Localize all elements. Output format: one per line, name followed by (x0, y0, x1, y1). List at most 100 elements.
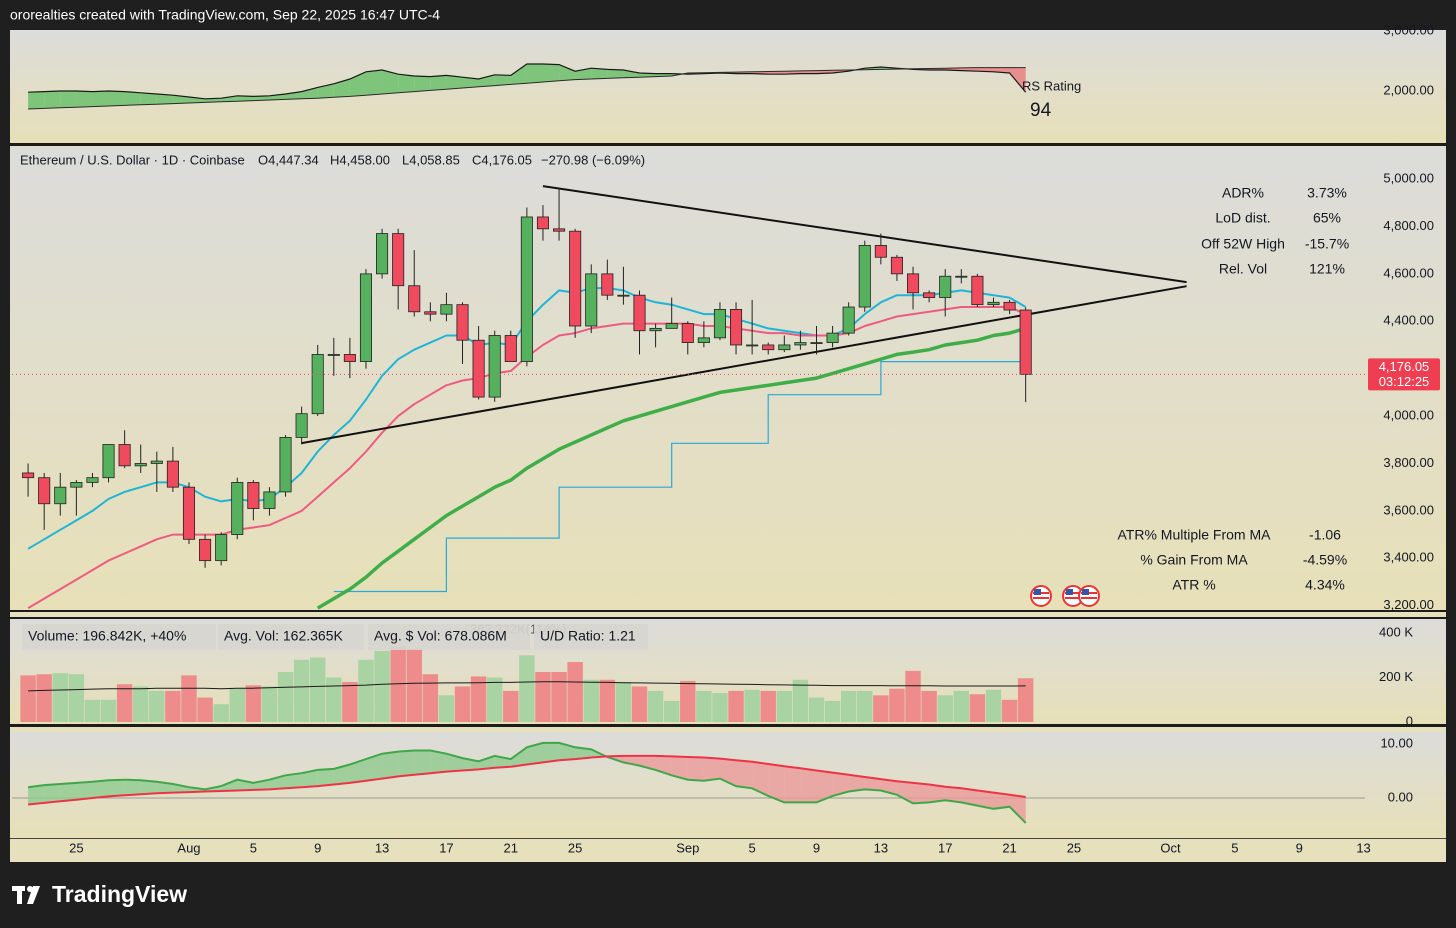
oscillator-fill (913, 782, 930, 804)
candle-body (102, 444, 115, 479)
volume-bar (953, 690, 970, 722)
volume-bar (647, 690, 664, 722)
candle-body (424, 311, 437, 315)
candle-body (22, 472, 35, 479)
x-tick-label: 17 (938, 840, 952, 855)
change-label: −270.98 (−6.09%) (541, 152, 645, 167)
volume-bar (1017, 678, 1034, 722)
oscillator-line (27, 741, 1027, 824)
area-fill (140, 92, 157, 105)
area-fill (237, 95, 254, 102)
candle-body (762, 344, 775, 351)
area-fill (494, 74, 511, 86)
candle-body (520, 216, 533, 362)
candle-body (199, 538, 212, 562)
stat-label: ATR % (1172, 577, 1215, 593)
oscillator-fill (687, 757, 704, 781)
volume-bar (309, 657, 326, 722)
candle-body (118, 444, 131, 467)
legend-text: U/D Ratio: 1.21 (540, 628, 636, 644)
y-tick-label: 4,600.00 (1383, 265, 1434, 280)
area-fill (349, 71, 366, 97)
oscillator-fill (124, 779, 141, 796)
volume-bar (229, 688, 245, 722)
price-pane (10, 147, 1446, 610)
candle-body (215, 534, 228, 562)
volume-bar (824, 700, 841, 722)
candle-body (70, 482, 83, 488)
stat-value: -1.06 (1309, 527, 1341, 543)
candle-body (263, 491, 276, 509)
x-tick-label: 9 (314, 840, 321, 855)
candle-body (569, 230, 582, 327)
volume-bar (261, 686, 278, 722)
volume-bar (293, 659, 310, 722)
area-fill (462, 77, 479, 88)
volume-bar (165, 690, 181, 722)
area-fill (510, 64, 527, 85)
x-tick-label: 5 (749, 840, 756, 855)
candle-body (939, 275, 952, 298)
volume-bar (905, 670, 921, 722)
pane-separator (10, 838, 1446, 839)
area-fill (623, 70, 640, 78)
y-tick-label: 3,600.00 (1383, 502, 1434, 517)
moving-average (316, 326, 1027, 610)
y-tick-label: 3,400.00 (1383, 550, 1434, 565)
volume-bar (438, 695, 455, 722)
area-fill (221, 95, 238, 102)
candle-body (86, 477, 99, 483)
candle-body (166, 460, 179, 488)
volume-bar (744, 689, 760, 722)
x-tick-label: 25 (69, 840, 83, 855)
oscillator-fill (543, 742, 560, 763)
trendline (542, 185, 1187, 284)
oscillator-fill (76, 781, 93, 800)
candle-body (665, 323, 678, 329)
y-tick-label: 4,400.00 (1383, 313, 1434, 328)
volume-bar (728, 690, 744, 722)
candle-body (858, 245, 871, 308)
plot-area (12, 63, 1365, 824)
candle-body (842, 306, 855, 334)
volume-bar (422, 674, 439, 722)
legend-text: Avg. $ Vol: 678.086M (374, 628, 507, 644)
volume-bar (20, 675, 36, 722)
stat-value: -15.7% (1305, 236, 1349, 252)
overlay: 2,000.00 3,000.00 3,200.00 3,400.00 3,600.00… (20, 22, 1440, 855)
oscillator-fill (929, 784, 946, 803)
candle-body (987, 301, 1000, 306)
oscillator-fill (752, 761, 769, 796)
volume-bar (840, 690, 857, 722)
pane-separator (10, 610, 1446, 612)
oscillator-fill (398, 750, 415, 777)
x-tick-label: 9 (1296, 840, 1303, 855)
volume-bar (760, 690, 776, 722)
area-fill (478, 74, 495, 87)
candle-body (54, 486, 67, 505)
area-fill (1009, 67, 1026, 93)
candle-body (295, 413, 308, 438)
candle-body (617, 294, 630, 297)
stat-label: LoD dist. (1215, 210, 1270, 226)
oscillator-fill (703, 757, 720, 781)
pane-separator (10, 724, 1446, 727)
x-tick-label: 5 (250, 840, 257, 855)
event-flags (1030, 585, 1100, 607)
y-tick-label: 3,000.00 (1383, 22, 1434, 37)
pane-separator (10, 617, 1446, 619)
volume-bar (326, 677, 342, 722)
pane-separator (10, 143, 1446, 146)
oscillator-fill (993, 792, 1010, 809)
y-tick-label: 400 K (1379, 625, 1413, 640)
candle-body (585, 273, 598, 327)
stat-label: ADR% (1222, 185, 1264, 201)
volume-bar (873, 695, 889, 722)
x-tick-label: 21 (1002, 840, 1016, 855)
volume-bar (245, 685, 262, 722)
candle-body (311, 354, 324, 415)
candle-body (1019, 309, 1032, 375)
legend-box (534, 624, 648, 650)
candle-body (376, 233, 389, 275)
